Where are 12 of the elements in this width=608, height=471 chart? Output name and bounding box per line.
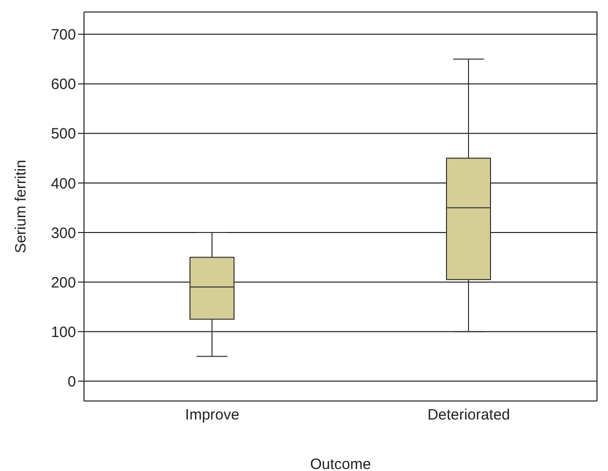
y-tick-label: 500 xyxy=(50,126,76,143)
y-axis-title: Serium ferritin xyxy=(12,160,30,254)
y-tick-label: 0 xyxy=(68,374,76,391)
x-tick-label: Improve xyxy=(185,406,240,424)
y-tick-label: 100 xyxy=(50,324,76,341)
x-tick-label: Deteriorated xyxy=(427,406,510,424)
y-tick-label: 200 xyxy=(50,274,76,292)
y-tick-label: 600 xyxy=(50,76,76,94)
y-tick-label: 400 xyxy=(50,175,76,192)
x-axis-title: Outcome xyxy=(310,456,371,471)
y-tick-label: 700 xyxy=(50,26,76,44)
y-tick-label: 300 xyxy=(50,224,76,242)
